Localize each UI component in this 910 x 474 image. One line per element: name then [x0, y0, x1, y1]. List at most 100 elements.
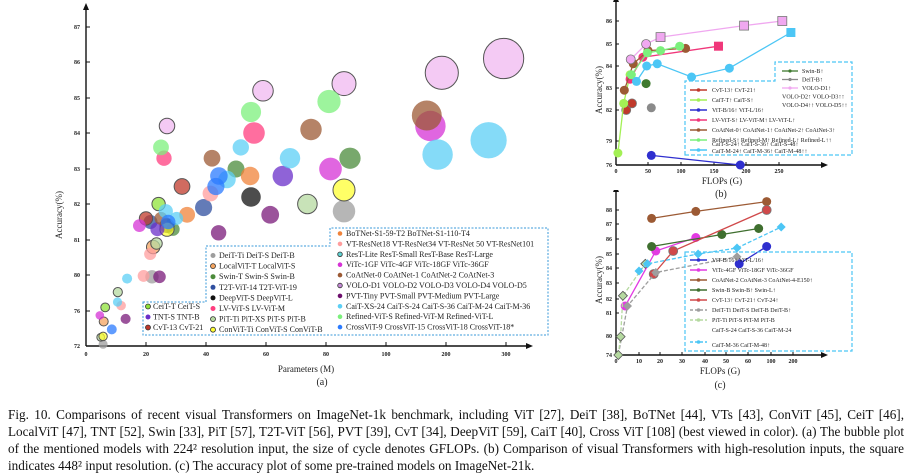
legend-swatch-marker — [696, 148, 701, 152]
bubble-point — [319, 157, 342, 181]
bubble-point — [195, 199, 213, 217]
bubble-point — [173, 178, 191, 195]
legend-marker — [145, 324, 151, 331]
data-point-square — [655, 32, 666, 42]
legend-entry: ResT-Lite ResT-Small ResT-Base ResT-Larg… — [346, 250, 493, 259]
figure-caption: Fig. 10. Comparisons of recent visual Tr… — [8, 406, 904, 474]
bubble-point — [279, 147, 301, 169]
figure-panel-a: 72 76 80 81 82 83 84 85 86 87 0 20 40 60 80 100 200 300 Pa… — [54, 3, 549, 388]
y-tick-label: 84 — [606, 266, 612, 272]
legend-entry: DeiT-Ti DeiT-S DeiT-B — [219, 251, 295, 260]
y-tick-label: 83 — [74, 167, 80, 173]
legend-entry: LV-ViT-S LV-ViT-M — [219, 304, 285, 313]
bubble-point — [297, 193, 318, 215]
data-point — [656, 46, 666, 56]
legend-entry: CoAtNet-2 CoAtNet-3 CoAtNet-4-E150↑ — [712, 278, 813, 284]
legend-entry: Swin-B↑ — [802, 69, 823, 75]
y-tick-label: 86 — [74, 60, 80, 66]
legend-marker — [210, 316, 216, 323]
bubble-point — [98, 331, 108, 342]
y-tick-label: 74 — [606, 353, 612, 359]
legend-marker — [337, 272, 343, 278]
legend-border — [684, 61, 853, 156]
data-point — [735, 160, 745, 170]
data-point-diamond — [651, 268, 661, 277]
series-line — [651, 154, 741, 166]
bubble-point — [261, 205, 280, 224]
legend-entry: CaiT-M-36 CaiT-M-48↑ — [712, 343, 770, 349]
data-point-diamond — [776, 222, 786, 232]
data-point-diamond — [634, 266, 644, 276]
legend-swatch-marker — [696, 288, 701, 292]
y-tick-label: 85 — [74, 96, 80, 102]
data-point — [646, 150, 656, 160]
legend-swatch-marker — [696, 308, 701, 312]
bubble-point — [240, 166, 260, 186]
x-tick-label: 60 — [745, 359, 751, 365]
x-tick-label: 20 — [143, 352, 149, 358]
data-point — [625, 54, 636, 65]
y-tick-label: 86 — [606, 237, 612, 243]
legend-marker — [210, 326, 216, 333]
legend-border — [684, 251, 853, 352]
legend-entry: CaiT-M-24↑ CaiT-M-36↑ CaiT-M-48↑↑ — [712, 149, 807, 155]
y-tick-label: 82 — [606, 108, 612, 114]
bubble-point — [153, 270, 166, 284]
bubble-point — [272, 165, 294, 187]
legend-entry: DeiT-B↑ — [802, 78, 823, 84]
legend-marker — [210, 263, 216, 270]
data-point — [642, 48, 652, 58]
legend-entry: CoAtNet-0↑ CoAtNet-1↑ CoAtNet-2↑ CoAtNet… — [712, 128, 835, 134]
legend-marker — [337, 262, 343, 268]
x-axis-arrow — [821, 162, 828, 168]
x-tick-label: 150 — [710, 169, 719, 175]
bubble-point — [210, 225, 227, 241]
bubble-point — [158, 117, 176, 135]
y-tick-label: 83 — [606, 281, 612, 287]
legend-swatch-marker — [788, 77, 792, 82]
data-point — [646, 103, 656, 113]
bubble-point — [144, 247, 157, 261]
line-chart-b: 76 79 82 83 84 85 86 0 50 100 150 200 250 FLOPs (G) (b… — [594, 0, 853, 200]
legend-swatch-marker — [696, 88, 701, 92]
y-axis-arrow — [613, 0, 619, 2]
legend-swatch-marker — [696, 128, 701, 132]
legend-entry: CaiT-T↑ CaiT-S↑ — [712, 98, 753, 104]
legend-swatch-marker — [696, 340, 701, 344]
legend-entry: ViTc-4GF ViTc-18GF ViTc-36GF — [712, 268, 794, 274]
legend-entry: ViT-B/16↑ ViT-L/16↑ — [712, 108, 764, 114]
data-point — [613, 148, 623, 158]
bubble-point — [470, 122, 507, 159]
y-tick-label: 80 — [606, 334, 612, 340]
legend-swatch-marker — [788, 86, 792, 90]
legend-entry: ViTc-1GF ViTc-4GF ViTc-18GF ViTc-36GF — [346, 260, 489, 269]
bubble-point — [160, 214, 176, 230]
y-tick-label: 84 — [74, 131, 80, 137]
series-line — [651, 200, 767, 220]
legend-marker — [210, 306, 216, 311]
bubble-point — [424, 55, 459, 90]
legend-entry: CvT-13 CvT-21 — [153, 323, 203, 332]
series-line — [630, 20, 783, 60]
legend-entry: CoAtNet-0 CoAtNet-1 CoAtNet-2 CoAtNet-3 — [346, 271, 494, 280]
x-tick-label: 50 — [645, 169, 651, 175]
legend-marker — [337, 304, 343, 309]
data-point — [627, 98, 637, 109]
y-tick-label: 82 — [606, 297, 612, 303]
bubble-point — [158, 204, 173, 219]
legend-entry: BoTNet-S1-59-T2 BoTNet-S1-110-T4 — [346, 229, 470, 238]
x-tick-label: 30 — [679, 359, 685, 365]
x-tick-label: 20 — [657, 359, 663, 365]
y-tick-label: 76 — [606, 163, 612, 169]
x-axis-title: FLOPs (G) — [700, 366, 740, 376]
legend-entry: VOLO-D2↑ VOLO-D3↑↑ — [782, 95, 844, 101]
x-tick-label: 200 — [789, 359, 798, 365]
data-point-square — [713, 41, 723, 51]
y-axis-title: Accuracy(%) — [594, 256, 604, 304]
legend-entry: VOLO-D4↑↑ VOLO-D5↑↑ — [782, 103, 847, 109]
legend-swatch-marker — [696, 98, 701, 102]
legend-swatch-marker — [696, 278, 701, 282]
bubble-point — [106, 324, 117, 335]
legend-entry: DeiT-Ti DeiT-S DeiT-B DeiT-B↑ — [712, 308, 791, 314]
legend-swatch-marker — [696, 258, 701, 262]
